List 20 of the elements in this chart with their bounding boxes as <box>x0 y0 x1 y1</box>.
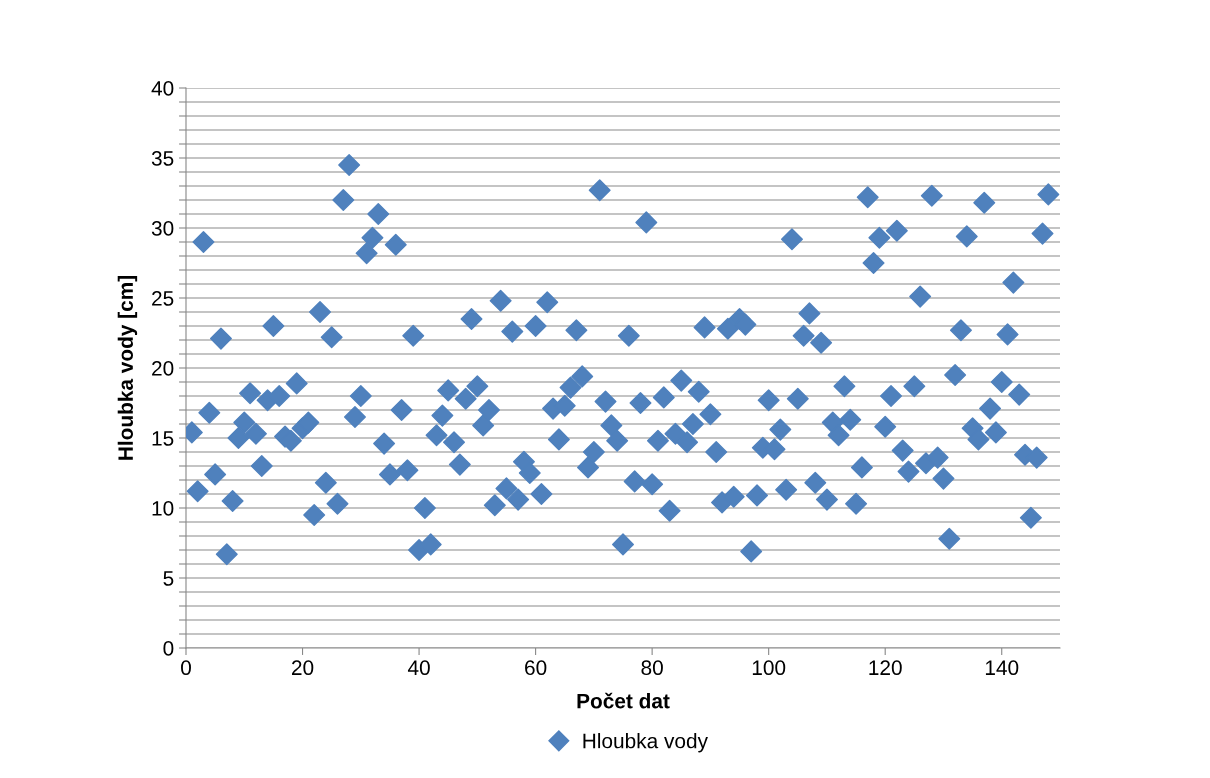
x-tick-label: 140 <box>985 660 1019 676</box>
y-tick-label: 10 <box>152 501 174 516</box>
x-tick-label: 100 <box>752 660 786 676</box>
x-axis-title: Počet dat <box>577 692 670 709</box>
y-tick-label: 25 <box>152 291 174 306</box>
y-tick-label: 35 <box>151 151 174 166</box>
x-tick-label: 80 <box>641 660 663 676</box>
y-tick-label: 0 <box>163 641 174 656</box>
x-tick-label: 20 <box>292 660 314 676</box>
legend-label: Hloubka vody <box>583 733 708 753</box>
x-tick-label: 0 <box>181 660 191 676</box>
x-tick-label: 40 <box>407 660 430 676</box>
x-tick-label: 120 <box>869 660 902 676</box>
y-tick-label: 30 <box>151 221 174 236</box>
y-tick-label: 5 <box>163 571 174 586</box>
y-tick-label: 40 <box>151 81 174 96</box>
y-axis-title: Hloubka vody [cm] <box>117 275 138 460</box>
y-tick-label: 20 <box>152 361 174 376</box>
x-tick-label: 60 <box>525 660 547 676</box>
y-tick-label: 15 <box>152 431 174 446</box>
